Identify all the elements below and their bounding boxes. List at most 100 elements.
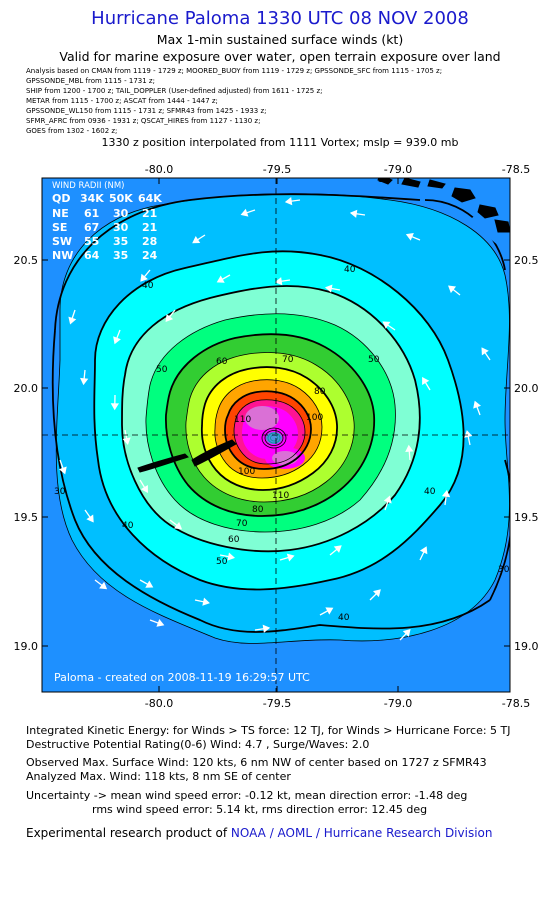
analysis-line-5: GPSSONDE_WL150 from 1115 - 1731 z; SFMR4… [26,107,267,115]
contour-label: 80 [252,505,264,515]
lon-label-top-3: -79.0 [384,163,412,176]
lon-label-top-4: -78.5 [502,163,530,176]
contour-label: 70 [236,519,248,529]
wind-vector-head [113,336,121,345]
subtitle-exposure: Valid for marine exposure over water, op… [59,49,501,64]
wind-band-30-east [470,186,510,256]
contour-label: 40 [142,281,154,291]
lat-label-left-2: 20.0 [14,382,39,395]
wind-radii-col-34k: 34K [80,192,104,205]
observed-max-wind: Observed Max. Surface Wind: 120 kts, 6 n… [26,756,487,769]
wind-vector-head [464,430,473,438]
wind-radii-value: 61 [84,207,99,220]
wind-radii-value: 28 [142,235,157,248]
wind-vector-head [122,437,131,445]
wind-vector-head [262,624,271,633]
wind-vector-head [481,347,489,356]
wind-radii-quadrant: SE [52,221,67,234]
wind-vector-head [325,607,334,615]
wind-vector-head [441,489,451,498]
map-creation-stamp: Paloma - created on 2008-11-19 16:29:57 … [54,671,310,684]
wind-vector-head [422,376,430,385]
ike-line: Integrated Kinetic Energy: for Winds > T… [26,724,511,737]
wind-radii-table: WIND RADII (NM) QD 34K 50K 64K NE 61 30 … [52,181,162,262]
wind-vector-head [349,209,358,218]
uncertainty-rms: rms wind speed error: 5.14 kt, rms direc… [92,803,428,816]
eye [266,432,282,444]
wind-radii-value: 67 [84,221,99,234]
lon-label-bottom-1: -80.0 [145,697,173,710]
wind-vector-head [86,514,94,523]
cuba-island-1 [451,187,476,203]
credit-prefix: Experimental research product of [26,826,231,840]
wind-radii-value: 24 [142,249,158,262]
cuba-island-2 [477,204,499,219]
contour-label: 100 [238,467,255,477]
contour-label: 30 [378,175,390,185]
wind-radii-quadrant: SW [52,235,72,248]
contour-label: 80 [314,387,326,397]
analysis-line-1: Analysis based on CMAN from 1119 - 1729 … [26,67,443,75]
wind-field-map: -80.0 -79.5 -79.0 -78.5 -80.0 -79.5 -79.… [14,163,539,710]
wind-vector-head [405,444,414,453]
bold-contours [51,193,510,633]
contour-label: 40 [344,265,356,275]
wind-vector-head [402,629,411,637]
contour-label: 60 [216,357,228,367]
subtitle-winds: Max 1-min sustained surface winds (kt) [156,32,404,47]
wind-vector-head [58,466,67,475]
wind-vector-head [419,546,428,555]
wind-radii-col-qd: QD [52,192,70,205]
wind-vector-head [140,273,148,282]
wind-vector-head [473,400,481,409]
lat-label-right-3: 19.5 [514,511,539,524]
wind-vector-head [240,208,249,217]
page-title: Hurricane Paloma 1330 UTC 08 NOV 2008 [91,8,469,29]
wind-radii-value: 35 [113,249,128,262]
credit-organization: NOAA / AOML / Hurricane Research Divisio… [230,826,493,840]
contour-label: 40 [424,487,436,497]
wind-radii-value: 21 [142,221,157,234]
contour-label: 30 [498,565,510,575]
contour-label: 70 [282,355,294,365]
wind-radii-value: 21 [142,207,157,220]
little-cayman [137,453,189,473]
wind-vector-head [448,285,457,294]
wind-radii-value: 55 [84,235,99,248]
credit-line: Experimental research product of NOAA / … [26,826,492,840]
wind-vector-head [192,236,201,244]
wind-vector-head [174,521,183,530]
cuba-island-3 [494,219,510,233]
lat-label-left-3: 19.5 [14,511,39,524]
wind-vector-head [156,618,165,627]
lon-label-top-2: -79.5 [263,163,291,176]
wind-max-lobe-nw [245,406,279,430]
wind-vector-head [99,581,108,590]
wind-vector-head [373,589,381,598]
wind-radii-value: 64 [84,249,100,262]
wind-vector-head [216,275,225,283]
wind-radii-col-64k: 64K [138,192,162,205]
cayman-brac [191,439,237,467]
wind-vector-head [68,316,77,325]
wind-vector-head [405,232,414,241]
wind-radii-title: WIND RADII (NM) [52,181,124,191]
analysis-line-4: METAR from 1115 - 1700 z; ASCAT from 144… [26,97,218,105]
land-features [137,178,510,473]
wind-vector-head [324,284,333,293]
contour-label: 50 [216,557,228,567]
wind-vector-head [80,377,89,386]
contour-label: 40 [122,521,134,531]
analysis-line-7: GOES from 1302 - 1602 z; [26,127,118,135]
wind-vector-head [110,403,119,411]
map-frame [41,177,511,693]
lon-label-bottom-4: -78.5 [502,697,530,710]
contour-label: 40 [338,613,350,623]
lon-label-bottom-3: -79.0 [384,697,412,710]
wind-radii-value: 30 [113,207,129,220]
analysis-line-6: SFMR_AFRC from 0936 - 1931 z; QSCAT_HIRE… [26,117,261,125]
contour-label: 110 [234,415,251,425]
lat-label-right-2: 20.0 [514,382,539,395]
wind-vector-head [274,277,283,286]
contour-label: 100 [306,413,323,423]
